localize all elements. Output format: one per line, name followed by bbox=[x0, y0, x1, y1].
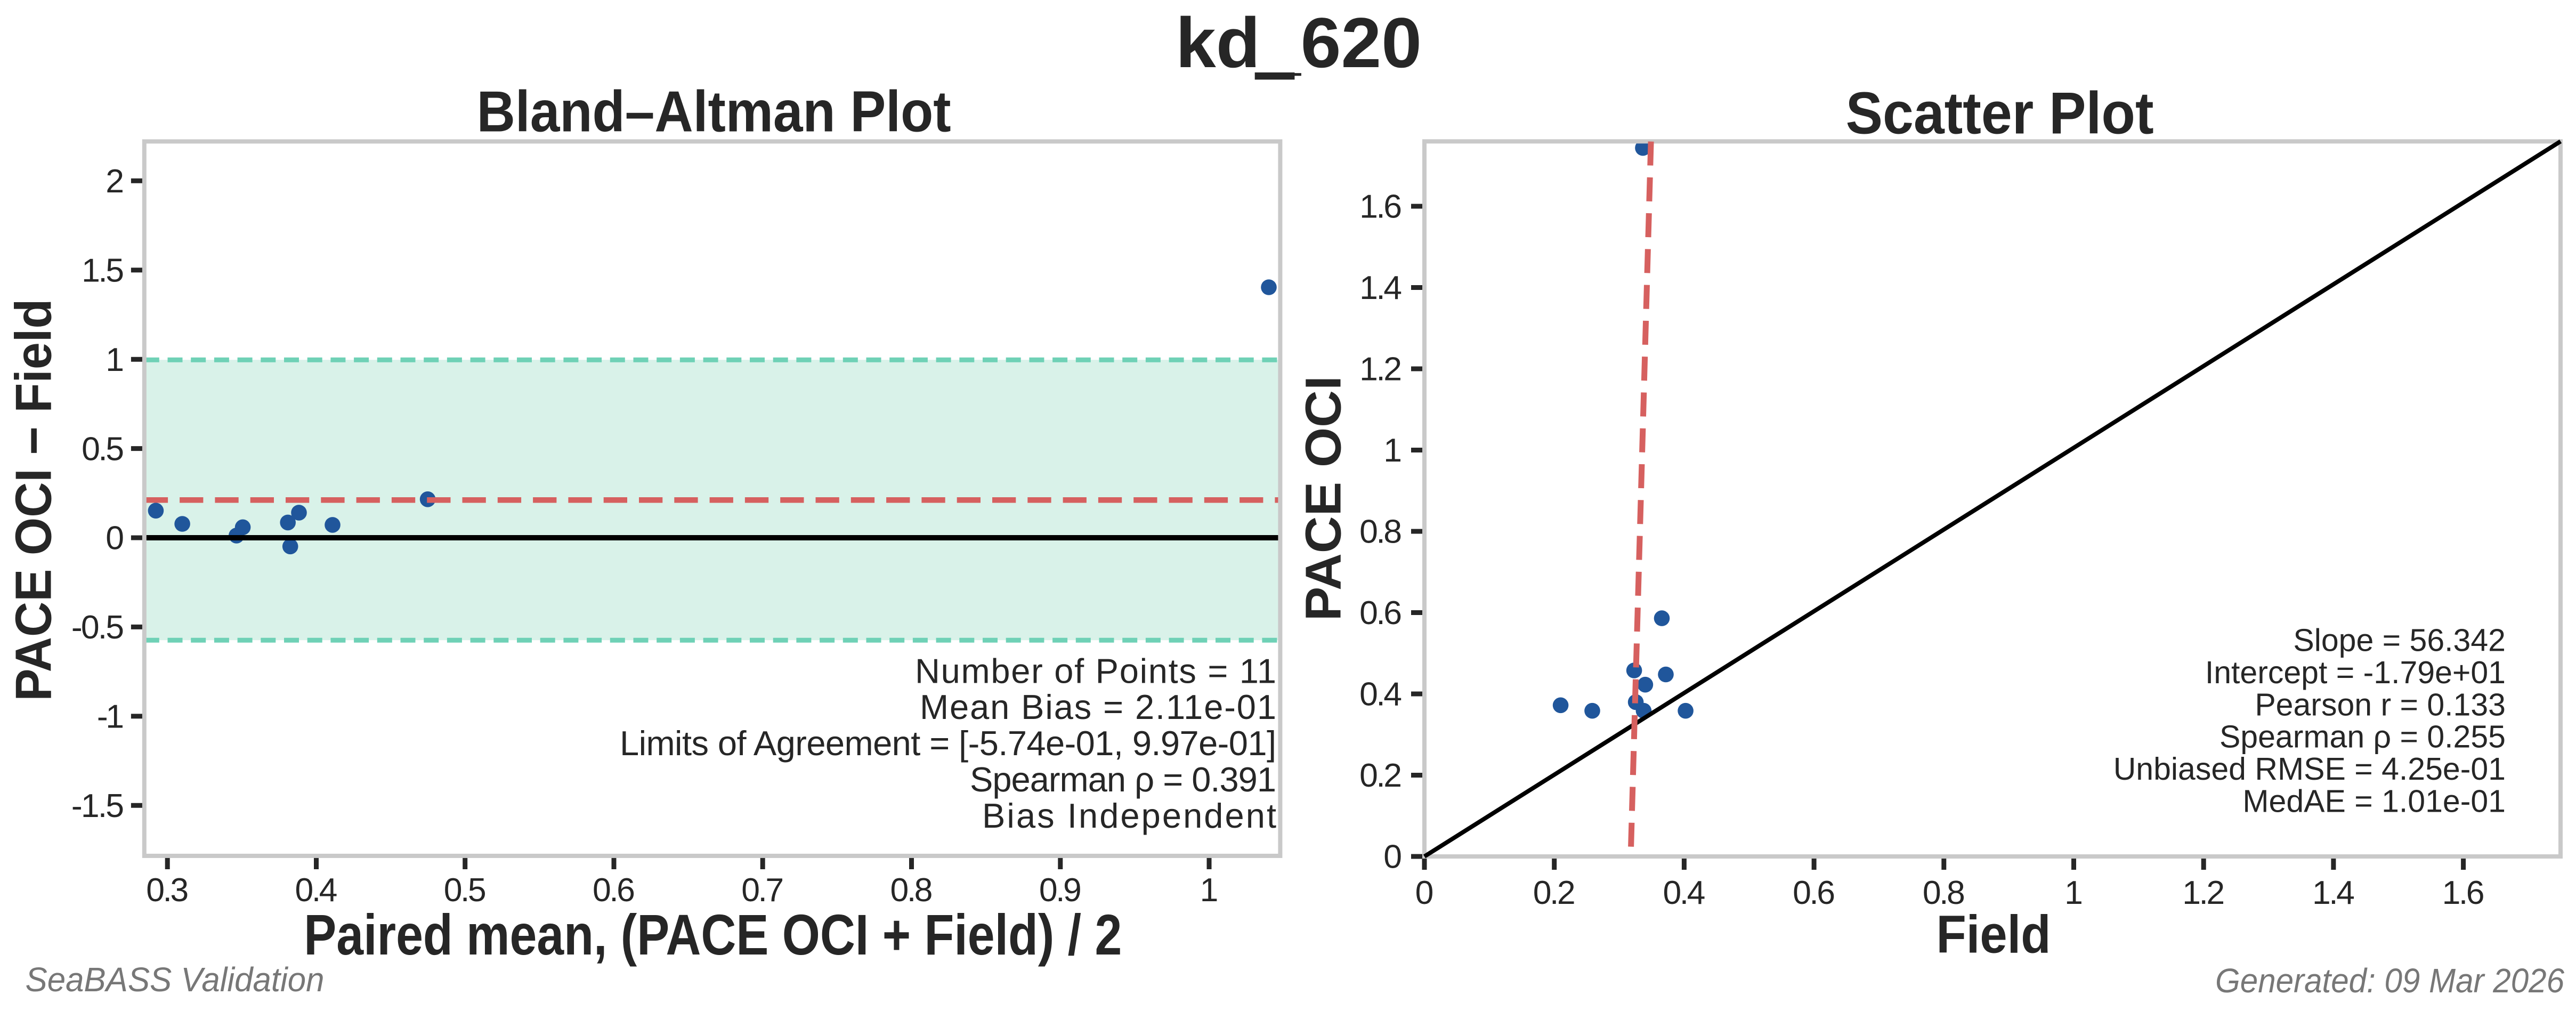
svg-text:1: 1 bbox=[106, 341, 124, 378]
svg-text:1.4: 1.4 bbox=[2312, 874, 2355, 911]
svg-text:0.6: 0.6 bbox=[1359, 594, 1402, 632]
svg-text:0.5: 0.5 bbox=[444, 871, 487, 909]
svg-text:1.2: 1.2 bbox=[1359, 351, 1402, 388]
svg-text:1: 1 bbox=[1383, 432, 1402, 469]
svg-text:Unbiased RMSE = 4.25e-01: Unbiased RMSE = 4.25e-01 bbox=[2113, 751, 2506, 787]
svg-text:0: 0 bbox=[1383, 838, 1402, 876]
svg-text:0.4: 0.4 bbox=[295, 871, 338, 909]
svg-text:1: 1 bbox=[1200, 871, 1219, 909]
svg-text:1.4: 1.4 bbox=[1359, 269, 1402, 306]
svg-text:0.6: 0.6 bbox=[593, 871, 635, 909]
svg-text:0: 0 bbox=[1415, 874, 1434, 911]
svg-text:0.7: 0.7 bbox=[741, 871, 784, 909]
svg-text:-1: -1 bbox=[97, 698, 124, 735]
svg-text:1.2: 1.2 bbox=[2182, 874, 2225, 911]
svg-text:Spearman ρ = 0.391: Spearman ρ = 0.391 bbox=[970, 760, 1276, 799]
svg-text:Number of Points = 11: Number of Points = 11 bbox=[915, 651, 1276, 690]
svg-text:SeaBASS Validation: SeaBASS Validation bbox=[26, 960, 325, 999]
svg-text:0.8: 0.8 bbox=[890, 871, 933, 909]
svg-text:Limits of Agreement = [-5.74e-: Limits of Agreement = [-5.74e-01, 9.97e-… bbox=[620, 724, 1276, 763]
svg-text:kd_620: kd_620 bbox=[1176, 4, 1422, 83]
svg-text:Spearman ρ = 0.255: Spearman ρ = 0.255 bbox=[2219, 719, 2506, 755]
svg-text:1: 1 bbox=[2064, 874, 2083, 911]
svg-text:Pearson r = 0.133: Pearson r = 0.133 bbox=[2255, 687, 2506, 722]
svg-text:-0.5: -0.5 bbox=[71, 609, 124, 646]
svg-text:0.3: 0.3 bbox=[146, 871, 189, 909]
svg-text:Slope = 56.342: Slope = 56.342 bbox=[2293, 623, 2506, 658]
svg-text:0.2: 0.2 bbox=[1359, 757, 1402, 794]
svg-text:Bias Independent: Bias Independent bbox=[982, 796, 1276, 835]
svg-text:-1.5: -1.5 bbox=[71, 787, 124, 824]
svg-text:Scatter Plot: Scatter Plot bbox=[1846, 80, 2154, 147]
svg-text:Paired mean, (PACE OCI + Field: Paired mean, (PACE OCI + Field) / 2 bbox=[304, 902, 1122, 967]
svg-text:0.5: 0.5 bbox=[82, 430, 124, 467]
svg-text:Mean Bias = 2.11e-01: Mean Bias = 2.11e-01 bbox=[920, 688, 1276, 726]
svg-text:0.8: 0.8 bbox=[1359, 513, 1402, 551]
svg-text:0.9: 0.9 bbox=[1039, 871, 1082, 909]
svg-text:2: 2 bbox=[106, 163, 124, 200]
svg-text:0.2: 0.2 bbox=[1533, 874, 1576, 911]
svg-text:PACE OCI: PACE OCI bbox=[1295, 376, 1352, 621]
svg-text:PACE OCI − Field: PACE OCI − Field bbox=[5, 299, 62, 701]
svg-text:0.4: 0.4 bbox=[1663, 874, 1705, 911]
svg-text:1.6: 1.6 bbox=[1359, 188, 1402, 225]
svg-text:Intercept = -1.79e+01: Intercept = -1.79e+01 bbox=[2205, 655, 2506, 690]
svg-text:Bland–Altman Plot: Bland–Altman Plot bbox=[477, 79, 951, 144]
svg-text:1.5: 1.5 bbox=[82, 252, 124, 289]
svg-text:Generated: 09 Mar 2026: Generated: 09 Mar 2026 bbox=[2215, 961, 2564, 1000]
svg-text:0.8: 0.8 bbox=[1923, 874, 1965, 911]
svg-text:Field: Field bbox=[1937, 905, 2051, 965]
svg-text:MedAE = 1.01e-01: MedAE = 1.01e-01 bbox=[2242, 784, 2506, 819]
svg-text:0.4: 0.4 bbox=[1359, 676, 1402, 713]
svg-text:0.6: 0.6 bbox=[1793, 874, 1835, 911]
svg-text:1.6: 1.6 bbox=[2442, 874, 2485, 911]
svg-text:0: 0 bbox=[106, 520, 124, 557]
